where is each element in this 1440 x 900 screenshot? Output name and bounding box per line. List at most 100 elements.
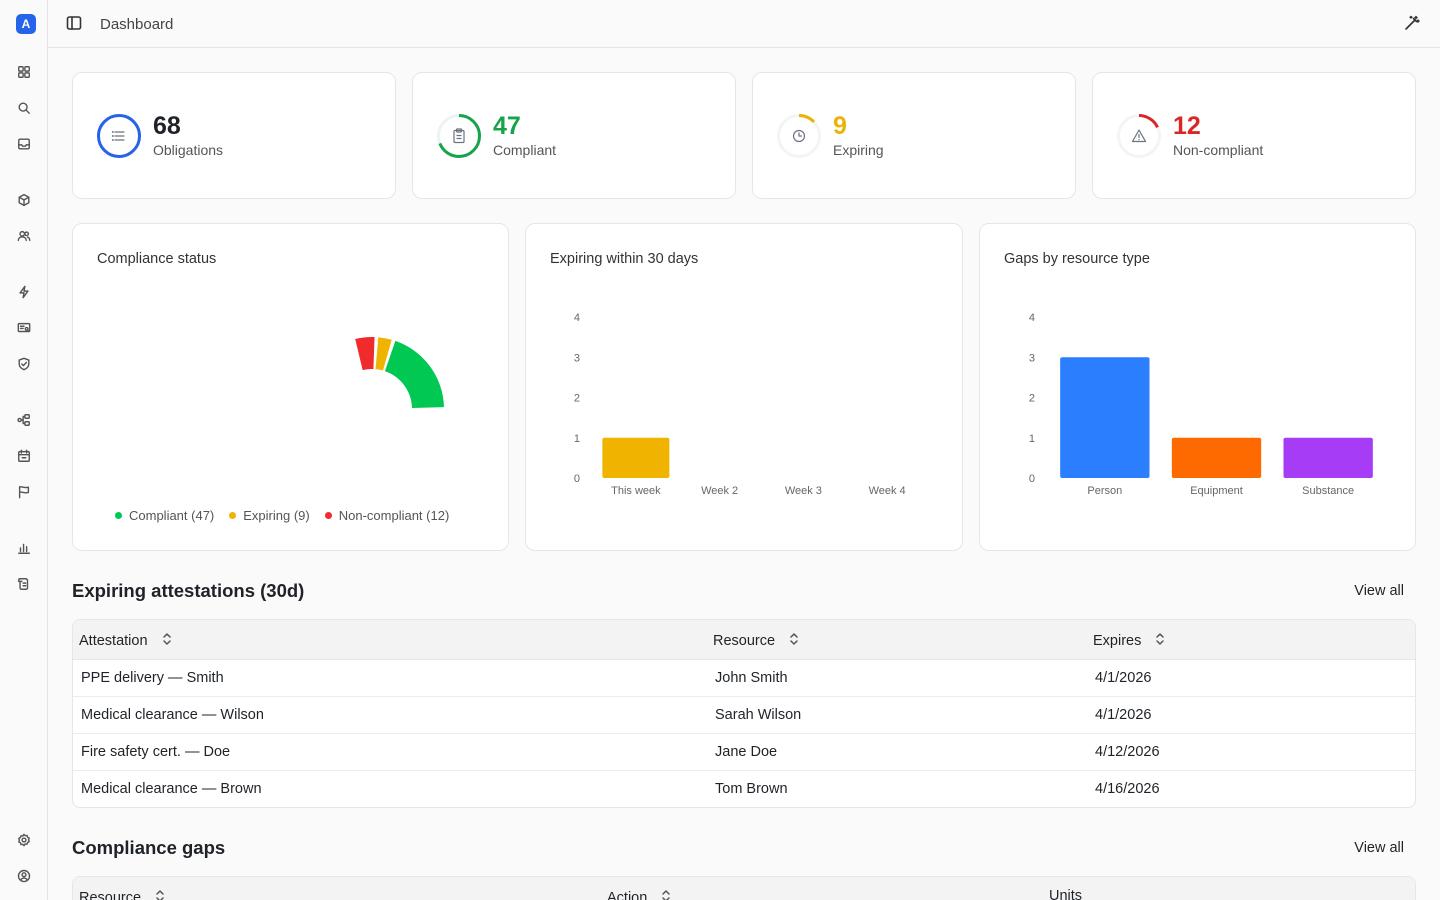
expiring-table: Attestation Resource Expires PPE deliver…: [72, 619, 1416, 808]
sort-icon[interactable]: [789, 631, 799, 651]
grid-icon[interactable]: [15, 63, 33, 81]
compliant-ring: [435, 112, 483, 160]
y-tick-label: 3: [574, 352, 580, 364]
sort-icon[interactable]: [1155, 631, 1165, 651]
warning-icon: [1131, 129, 1147, 143]
y-tick-label: 2: [1029, 393, 1035, 405]
clipboard-icon: [453, 128, 465, 144]
expiring-ring: [775, 112, 823, 160]
cell-resource: Tom Brown: [715, 781, 788, 797]
table-row[interactable]: PPE delivery — Smith John Smith 4/1/2026: [73, 660, 1415, 697]
x-tick-label: Substance: [1302, 485, 1354, 497]
stat-value: 47: [493, 112, 521, 140]
cell-attestation: Fire safety cert. — Doe: [81, 744, 231, 760]
column-header-resource[interactable]: Resource: [79, 888, 165, 900]
sort-icon[interactable]: [162, 631, 172, 651]
x-tick-label: Week 3: [785, 485, 822, 497]
column-label: Attestation: [79, 633, 148, 649]
x-tick-label: Week 4: [869, 485, 906, 497]
legend-item-expiring[interactable]: Expiring (9): [229, 508, 310, 523]
report-icon[interactable]: [15, 575, 33, 593]
cube-icon[interactable]: [15, 191, 33, 209]
inbox-icon[interactable]: [15, 135, 33, 153]
sidebar: A: [0, 0, 48, 900]
y-tick-label: 0: [574, 473, 580, 485]
gaps-section-title: Compliance gaps: [72, 837, 226, 858]
column-header-resource[interactable]: Resource: [713, 631, 799, 651]
table-row[interactable]: Fire safety cert. — Doe Jane Doe 4/12/20…: [73, 734, 1415, 771]
legend-item-non-compliant[interactable]: Non-compliant (12): [324, 508, 449, 523]
column-header-units[interactable]: Units: [1049, 888, 1082, 900]
stat-card-expiring[interactable]: 9 Expiring: [752, 72, 1076, 199]
gear-icon[interactable]: [15, 831, 33, 849]
column-label: Resource: [79, 890, 142, 900]
cell-expires: 4/1/2026: [1095, 707, 1152, 723]
shield-check-icon[interactable]: [15, 355, 33, 373]
stat-card-non-compliant[interactable]: 12 Non-compliant: [1092, 72, 1416, 199]
app-logo[interactable]: A: [16, 14, 36, 34]
table-row[interactable]: Medical clearance — Brown Tom Brown 4/16…: [73, 771, 1415, 807]
workflow-icon[interactable]: [15, 411, 33, 429]
bar-chart-icon[interactable]: [15, 539, 33, 557]
view-all-gaps-link[interactable]: View all: [1354, 840, 1404, 856]
y-tick-label: 2: [574, 393, 580, 405]
view-all-expiring-link[interactable]: View all: [1354, 583, 1404, 599]
sort-icon[interactable]: [155, 888, 165, 900]
pie-slice-expiring[interactable]: [375, 337, 392, 371]
cell-attestation: Medical clearance — Brown: [81, 781, 262, 797]
expiring-section-title: Expiring attestations (30d): [72, 580, 305, 601]
column-header-expires[interactable]: Expires: [1093, 631, 1165, 651]
id-card-icon[interactable]: [15, 319, 33, 337]
column-header-attestation[interactable]: Attestation: [79, 631, 172, 651]
cell-expires: 4/12/2026: [1095, 744, 1160, 760]
stat-label: Non-compliant: [1173, 142, 1264, 158]
non-compliant-ring: [1115, 112, 1163, 160]
column-label: Units: [1049, 888, 1083, 900]
cell-resource: Sarah Wilson: [715, 707, 802, 723]
bar-equipment[interactable]: [1171, 437, 1262, 478]
stat-card-compliant[interactable]: 47 Compliant: [412, 72, 736, 199]
compliance-status-chart: [355, 337, 444, 408]
table-header: Resource Action Units: [73, 877, 1415, 900]
cell-attestation: Medical clearance — Wilson: [81, 707, 264, 723]
bar-this-week[interactable]: [602, 437, 670, 478]
bolt-icon[interactable]: [15, 283, 33, 301]
calendar-icon[interactable]: [15, 447, 33, 465]
cell-expires: 4/16/2026: [1095, 781, 1160, 797]
legend-label: Expiring (9): [243, 508, 310, 523]
x-tick-label: Week 2: [701, 485, 738, 497]
y-tick-label: 4: [1029, 312, 1035, 324]
y-tick-label: 1: [574, 433, 580, 445]
table-row[interactable]: Medical clearance — Wilson Sarah Wilson …: [73, 697, 1415, 734]
user-circle-icon[interactable]: [15, 867, 33, 885]
y-tick-label: 4: [574, 312, 580, 324]
column-label: Resource: [713, 633, 776, 649]
stat-label: Expiring: [833, 142, 884, 158]
legend-item-compliant[interactable]: Compliant (47): [115, 508, 214, 523]
expiring-bar-chart: 0 1 2 3 4 This week Week 2 Week 3 Week 4: [574, 312, 906, 497]
cell-expires: 4/1/2026: [1095, 670, 1152, 686]
search-icon[interactable]: [15, 99, 33, 117]
magic-wand-icon[interactable]: [1404, 15, 1422, 33]
cell-attestation: PPE delivery — Smith: [81, 670, 224, 686]
legend-dot: [229, 512, 237, 519]
obligations-ring: [95, 112, 143, 160]
bar-substance[interactable]: [1283, 437, 1373, 478]
flag-icon[interactable]: [15, 483, 33, 501]
chart-legend: Compliant (47) Expiring (9) Non-complian…: [115, 508, 449, 523]
gaps-chart-card: Gaps by resource type 0 1 2 3 4 Person Equipme…: [979, 223, 1416, 551]
pie-slice-non-compliant[interactable]: [355, 337, 375, 371]
stat-card-obligations[interactable]: 68 Obligations: [72, 72, 396, 199]
bar-person[interactable]: [1060, 357, 1150, 478]
column-header-action[interactable]: Action: [607, 888, 671, 900]
sort-icon[interactable]: [661, 888, 671, 900]
users-icon[interactable]: [15, 227, 33, 245]
stat-label: Compliant: [493, 142, 557, 158]
cell-resource: Jane Doe: [715, 744, 778, 760]
legend-dot: [324, 512, 332, 519]
pie-slice-compliant[interactable]: [384, 340, 444, 408]
x-tick-label: Equipment: [1190, 485, 1243, 497]
page-title: Dashboard: [100, 16, 174, 33]
sidebar-toggle-icon[interactable]: [66, 15, 84, 33]
chart-title: Compliance status: [97, 251, 217, 267]
